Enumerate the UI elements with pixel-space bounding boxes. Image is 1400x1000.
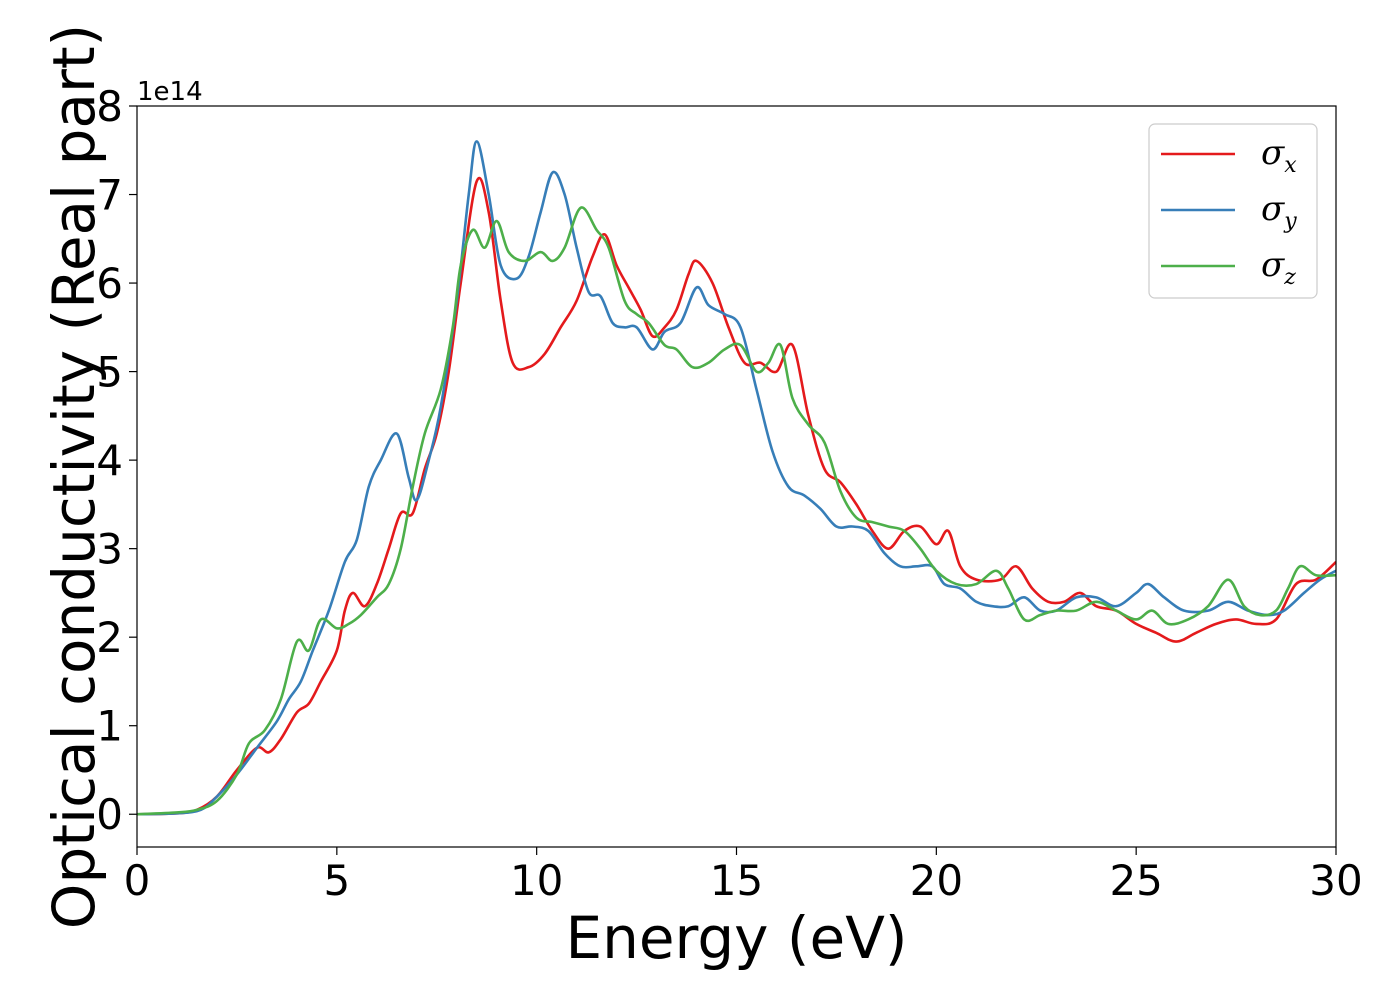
y-offset-label: 1e14 <box>137 77 203 107</box>
y-tick-label: 2 <box>96 613 123 662</box>
x-axis-label: Energy (eV) <box>565 904 907 972</box>
legend-label-y: σy <box>1261 189 1297 234</box>
legend-label-subscript: y <box>1283 209 1297 234</box>
y-tick-label: 8 <box>96 82 123 131</box>
y-tick-label: 7 <box>96 171 123 220</box>
y-tick-label: 3 <box>96 525 123 574</box>
x-tick-label: 15 <box>710 856 763 905</box>
x-tick-label: 10 <box>510 856 563 905</box>
legend-label-subscript: z <box>1283 265 1296 290</box>
series-line-z <box>137 206 1336 816</box>
y-tick-label: 5 <box>96 348 123 397</box>
x-tick-label: 5 <box>323 856 350 905</box>
series-lines <box>137 140 1336 816</box>
x-tick-label: 30 <box>1309 856 1362 905</box>
x-tick-label: 25 <box>1109 856 1162 905</box>
y-tick-label: 4 <box>96 436 123 485</box>
y-axis-label: Optical conductivity (Real part) <box>40 24 108 929</box>
x-tick-label: 0 <box>124 856 151 905</box>
series-line-x <box>137 177 1336 816</box>
x-tick-label: 20 <box>910 856 963 905</box>
series-line-y <box>137 140 1336 816</box>
ticks: 0 5 10 15 20 25 30 0 1 2 3 4 5 6 7 8 <box>96 82 1362 905</box>
legend-label-subscript: x <box>1284 153 1297 178</box>
y-tick-label: 0 <box>96 790 123 839</box>
plot-frame <box>136 105 1337 848</box>
y-tick-label: 1 <box>96 702 123 751</box>
y-tick-label: 6 <box>96 259 123 308</box>
